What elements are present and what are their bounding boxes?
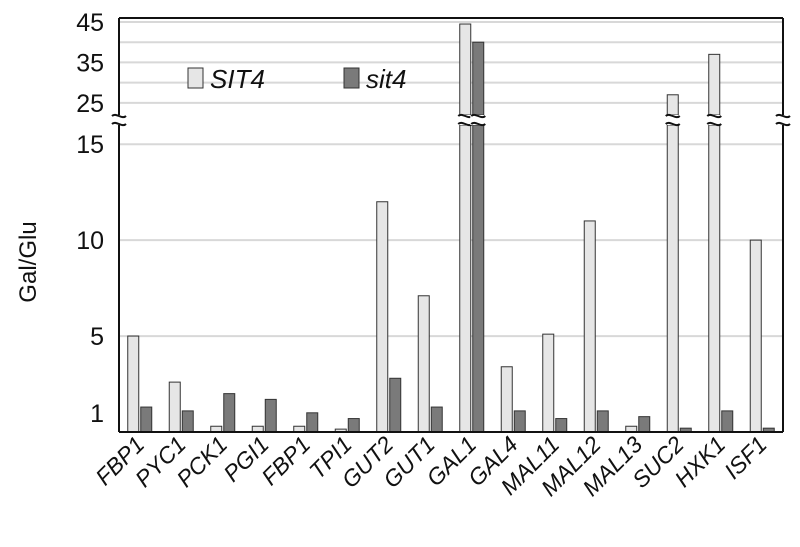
y-tick-label: 25 bbox=[76, 90, 104, 118]
bar-sit4-mal11 bbox=[542, 333, 555, 433]
axis-break-mark bbox=[706, 121, 722, 127]
bar-break-gap bbox=[470, 115, 487, 125]
axis-break-mark bbox=[706, 113, 722, 119]
legend: SIT4 sit4 bbox=[187, 64, 406, 94]
bar-break-gap bbox=[457, 115, 474, 125]
bar-sit4-suc2-upper bbox=[666, 94, 679, 116]
x-category-label: FBP1 bbox=[256, 431, 315, 490]
axis-break-mark bbox=[775, 121, 791, 127]
axis-break-mark bbox=[665, 121, 681, 127]
bar-sit4-suc2-lower bbox=[666, 124, 679, 433]
legend-swatch-sit4 bbox=[187, 67, 204, 89]
bar-sit4-hxk1 bbox=[721, 410, 734, 433]
bar-sit4-tpi1 bbox=[347, 418, 360, 433]
y-tick-label: 45 bbox=[76, 9, 104, 37]
bar-sit4-gal1-upper bbox=[472, 41, 485, 116]
axis-break-mark bbox=[470, 113, 486, 119]
legend-swatch-sit4 bbox=[343, 67, 360, 89]
bar-sit4-fbp1 bbox=[127, 335, 140, 433]
bar-sit4-mal12 bbox=[596, 410, 609, 433]
y-tick-label: 10 bbox=[76, 227, 104, 255]
bar-break-gap bbox=[664, 115, 681, 125]
x-category-labels: FBP1PYC1PCK1PGI1FBP1TPI1GUT2GUT1GAL1GAL4… bbox=[90, 431, 772, 501]
y-tick-label: 5 bbox=[90, 323, 104, 351]
bar-sit4-pgi1 bbox=[264, 398, 277, 433]
bar-sit4-mal13 bbox=[638, 416, 651, 433]
axes bbox=[111, 17, 791, 433]
bar-sit4-gut2 bbox=[376, 201, 389, 433]
bar-sit4-gal4 bbox=[513, 410, 526, 433]
axis-break-mark bbox=[111, 121, 127, 127]
y-axis-title: Gal/Glu bbox=[15, 221, 42, 302]
y-tick-label: 15 bbox=[76, 131, 104, 159]
axis-break-mark bbox=[111, 113, 127, 119]
bar-sit4-gal1-lower bbox=[459, 124, 472, 433]
axis-break-mark bbox=[470, 121, 486, 127]
bar-sit4-gut1 bbox=[417, 295, 430, 433]
bar-sit4-gal4 bbox=[500, 366, 513, 433]
bar-sit4-pyc1 bbox=[181, 410, 194, 433]
y-tick-label: 1 bbox=[90, 400, 104, 428]
legend-label: sit4 bbox=[366, 64, 406, 94]
bar-sit4-mal12 bbox=[583, 220, 596, 433]
bar-sit4-gut1 bbox=[430, 406, 443, 433]
axis-break-mark bbox=[665, 113, 681, 119]
y-tick-label: 35 bbox=[76, 49, 104, 77]
bar-break-gap bbox=[706, 115, 723, 125]
bar-sit4-pyc1 bbox=[168, 381, 181, 433]
bar-sit4-isf1 bbox=[749, 239, 762, 433]
bar-sit4-hxk1-upper bbox=[708, 53, 721, 116]
bar-sit4-fbp1 bbox=[306, 412, 319, 433]
bar-sit4-pck1 bbox=[223, 393, 236, 433]
bar-sit4-hxk1-lower bbox=[708, 124, 721, 433]
gridlines bbox=[119, 21, 783, 338]
axis-break-mark bbox=[775, 113, 791, 119]
bar-sit4-gal1-upper bbox=[459, 23, 472, 116]
bar-sit4-gal1-lower bbox=[472, 124, 485, 433]
x-category-label: ISF1 bbox=[719, 431, 772, 484]
bar-sit4-fbp1 bbox=[140, 406, 153, 433]
legend-label: SIT4 bbox=[210, 64, 265, 94]
bar-sit4-gut2 bbox=[389, 377, 402, 433]
bar-sit4-mal11 bbox=[555, 418, 568, 433]
